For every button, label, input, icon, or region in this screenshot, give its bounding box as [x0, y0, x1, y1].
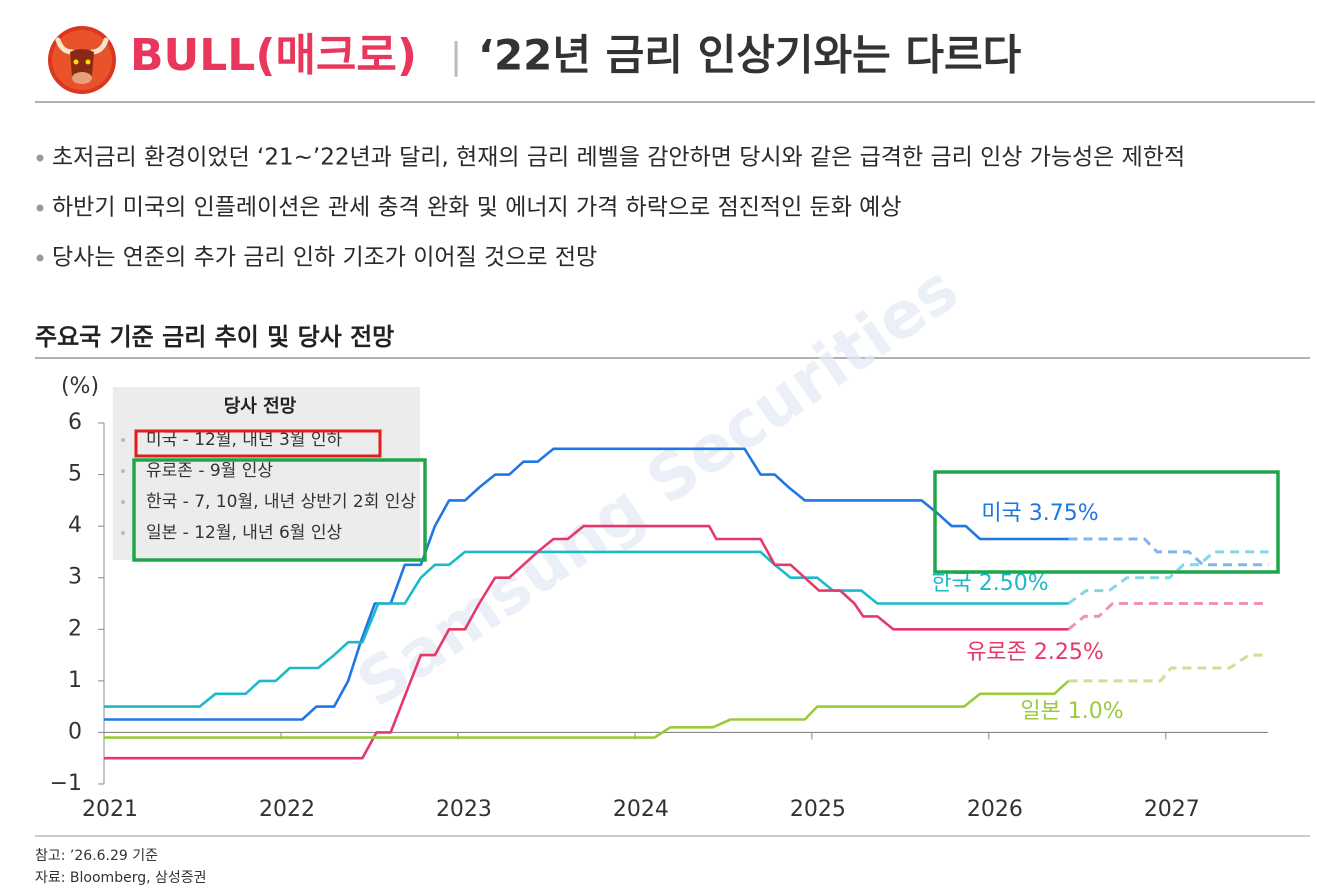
forecast-line	[1067, 550, 1269, 605]
bullet-text: 당사는 연준의 추가 금리 인하 기조가 이어질 것으로 전망	[52, 245, 597, 271]
x-tick-label: 2027	[1144, 797, 1200, 822]
series-label: 미국 3.75%	[981, 501, 1098, 526]
y-axis-label: (%)	[61, 374, 99, 399]
x-tick-label: 2026	[967, 797, 1023, 822]
y-tick-label: 5	[68, 462, 82, 487]
x-tick-label: 2024	[613, 797, 669, 822]
bullet-dot	[36, 254, 44, 262]
legend-item: 미국 - 12월, 내년 3월 인하	[146, 430, 342, 450]
watermark: Samsung Securities	[344, 252, 971, 722]
series-label: 한국 2.50%	[931, 571, 1048, 596]
header-tag: BULL(매크로)	[130, 30, 417, 81]
bullet-text: 하반기 미국의 인플레이션은 관세 충격 완화 및 에너지 가격 하락으로 점진…	[52, 195, 902, 221]
series-line	[104, 447, 1069, 721]
bullet-text: 초저금리 환경이었던 ‘21~’22년과 달리, 현재의 금리 레벨을 감안하면…	[52, 145, 1185, 171]
y-tick-label: 2	[68, 616, 82, 641]
x-tick-label: 2025	[790, 797, 846, 822]
legend-title: 당사 전망	[224, 396, 297, 417]
y-tick-label: 3	[68, 565, 82, 590]
legend-item: 일본 - 12월, 내년 6월 인상	[146, 523, 342, 543]
x-tick-label: 2022	[259, 797, 315, 822]
forecast-line	[1068, 537, 1269, 567]
chart-title: 주요국 기준 금리 추이 및 당사 전망	[35, 323, 394, 351]
series-line	[104, 550, 1069, 708]
y-tick-label: 4	[68, 513, 82, 538]
y-tick-label: 0	[68, 719, 82, 744]
series-line	[104, 524, 1069, 760]
y-tick-label: −1	[50, 771, 82, 796]
bull-icon	[48, 26, 116, 94]
series-label: 일본 1.0%	[1020, 699, 1123, 724]
header-separator: |	[450, 36, 462, 77]
legend-dot	[121, 469, 125, 473]
legend-dot	[121, 531, 125, 535]
header-title: ‘22년 금리 인상기와는 다르다	[478, 31, 1022, 80]
y-tick-label: 6	[68, 410, 82, 435]
bullet-dot	[36, 154, 44, 162]
bullet-dot	[36, 204, 44, 212]
legend-item: 유로존 - 9월 인상	[146, 461, 273, 481]
series-label: 유로존 2.25%	[966, 640, 1104, 665]
x-tick-label: 2021	[82, 797, 138, 822]
x-tick-label: 2023	[436, 797, 492, 822]
forecast-line	[1068, 653, 1269, 683]
legend-dot	[121, 438, 125, 442]
footnote: 자료: Bloomberg, 삼성증권	[35, 870, 207, 886]
series-line	[104, 679, 1070, 739]
legend-dot	[121, 500, 125, 504]
highlight-box	[134, 429, 382, 458]
legend-item: 한국 - 7, 10월, 내년 상반기 2회 인상	[146, 492, 416, 512]
highlight-box	[132, 458, 427, 562]
y-tick-label: 1	[68, 668, 82, 693]
legend-panel	[113, 387, 420, 560]
forecast-line	[1067, 602, 1269, 631]
footnote: 참고: ’26.6.29 기준	[35, 848, 158, 864]
plot: −1 0 1 2 3 4 5 6 2021 2022 2023 2024 2025 2026 2027 미국 …	[50, 410, 1269, 822]
highlight-box	[933, 470, 1280, 574]
